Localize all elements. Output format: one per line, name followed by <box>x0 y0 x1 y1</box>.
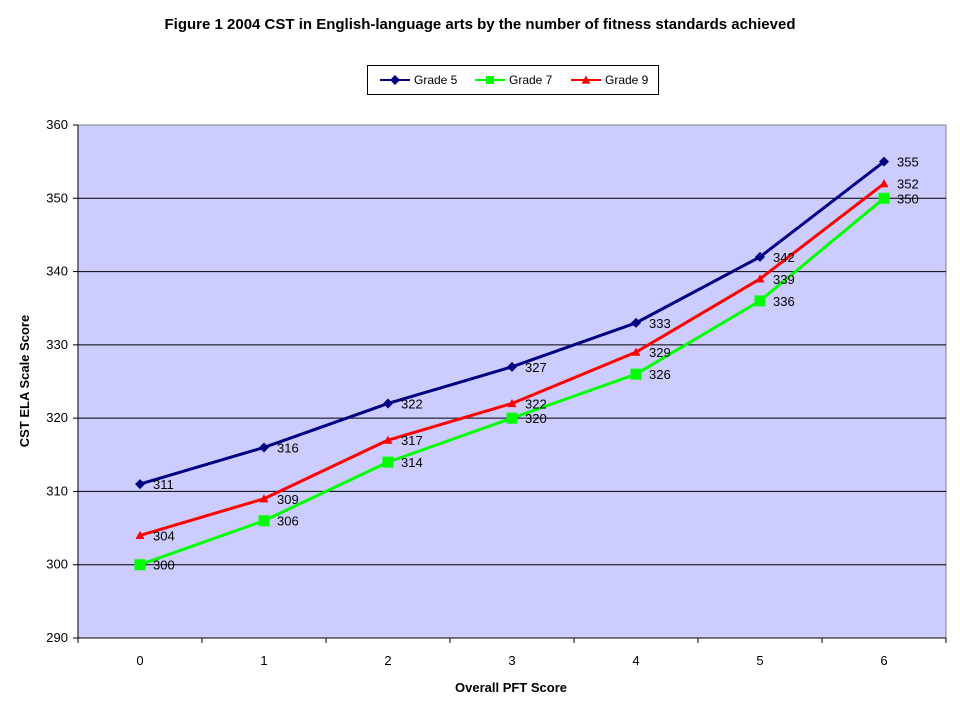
point-grade-5 <box>755 251 765 262</box>
point-grade-5 <box>631 317 641 328</box>
point-grade-7 <box>506 412 518 424</box>
x-tick-label: 0 <box>136 653 143 668</box>
point-grade-5 <box>135 479 145 490</box>
data-label-grade-5: 333 <box>649 316 671 331</box>
point-grade-5 <box>879 156 889 167</box>
legend-swatch-marker <box>581 75 591 84</box>
data-label-grade-9: 304 <box>153 528 175 543</box>
y-tick-label: 330 <box>46 337 68 352</box>
x-tick-label: 5 <box>756 653 763 668</box>
y-tick-label: 320 <box>46 410 68 425</box>
x-tick-label: 2 <box>384 653 391 668</box>
plot-background <box>77 124 947 639</box>
data-label-grade-9: 339 <box>773 272 795 287</box>
axes: 290 300 310 320 330 340 350 360 0 1 2 3 4 5 6 <box>46 117 947 668</box>
data-label-grade-7: 306 <box>277 514 299 529</box>
legend-item-grade-5: Grade 5 <box>380 66 457 94</box>
y-tick-label: 300 <box>46 557 68 572</box>
point-grade-9 <box>631 347 641 356</box>
legend-item-grade-7: Grade 7 <box>475 66 552 94</box>
legend-swatch-marker <box>390 75 400 85</box>
data-labels: 311 316 322 327 333 342 355 300 306 314 320 326 336 3… <box>153 155 919 573</box>
y-tick-label: 360 <box>46 117 68 132</box>
data-label-grade-7: 336 <box>773 294 795 309</box>
point-grade-5 <box>259 442 269 453</box>
y-axis-title: CST ELA Scale Score <box>17 315 32 447</box>
data-label-grade-5: 311 <box>153 477 174 492</box>
point-grade-7 <box>878 192 890 204</box>
point-grade-9 <box>383 435 393 444</box>
legend: Grade 5 Grade 7 Grade 9 <box>367 65 659 95</box>
x-tick-label: 3 <box>508 653 515 668</box>
data-label-grade-5: 327 <box>525 360 547 375</box>
point-grade-7 <box>382 456 394 468</box>
point-grade-7 <box>630 368 642 380</box>
legend-label: Grade 5 <box>414 73 458 87</box>
data-label-grade-9: 329 <box>649 345 671 360</box>
data-label-grade-7: 300 <box>153 558 175 573</box>
data-label-grade-7: 326 <box>649 367 671 382</box>
point-grade-9 <box>259 494 269 503</box>
y-tick-label: 310 <box>46 483 68 498</box>
legend-swatch-grade-5 <box>380 75 410 85</box>
point-grade-7 <box>754 295 766 307</box>
point-grade-9 <box>135 530 145 539</box>
data-label-grade-9: 322 <box>525 396 547 411</box>
data-label-grade-7: 350 <box>897 191 919 206</box>
x-tick-label: 4 <box>632 653 639 668</box>
point-grade-5 <box>507 361 517 372</box>
y-tick-label: 290 <box>46 630 68 645</box>
x-tick-label: 1 <box>260 653 267 668</box>
legend-swatch-grade-9 <box>571 75 601 84</box>
legend-swatch-marker <box>486 76 494 84</box>
series-lines <box>134 156 890 571</box>
x-axis-title: Overall PFT Score <box>455 680 567 695</box>
legend-label: Grade 9 <box>605 73 649 87</box>
plot-area <box>77 124 947 639</box>
legend-label: Grade 7 <box>509 73 553 87</box>
y-tick-label: 350 <box>46 190 68 205</box>
data-label-grade-5: 322 <box>401 396 423 411</box>
point-grade-9 <box>755 274 765 283</box>
point-grade-7 <box>134 559 146 571</box>
point-grade-7 <box>258 515 270 527</box>
data-label-grade-9: 317 <box>401 433 423 448</box>
legend-swatch-grade-7 <box>475 76 505 84</box>
point-grade-9 <box>507 398 517 408</box>
chart-title: Figure 1 2004 CST in English-language ar… <box>164 16 796 33</box>
data-label-grade-5: 355 <box>897 155 919 170</box>
legend-item-grade-9: Grade 9 <box>571 66 648 94</box>
data-label-grade-5: 316 <box>277 440 299 455</box>
data-label-grade-7: 314 <box>401 455 423 470</box>
data-label-grade-9: 352 <box>897 177 919 192</box>
data-label-grade-5: 342 <box>773 250 795 265</box>
data-label-grade-9: 309 <box>277 492 299 507</box>
point-grade-5 <box>383 398 393 409</box>
point-grade-9 <box>879 179 889 188</box>
y-tick-label: 340 <box>46 264 68 279</box>
x-tick-label: 6 <box>880 653 887 668</box>
data-label-grade-7: 320 <box>525 411 547 426</box>
